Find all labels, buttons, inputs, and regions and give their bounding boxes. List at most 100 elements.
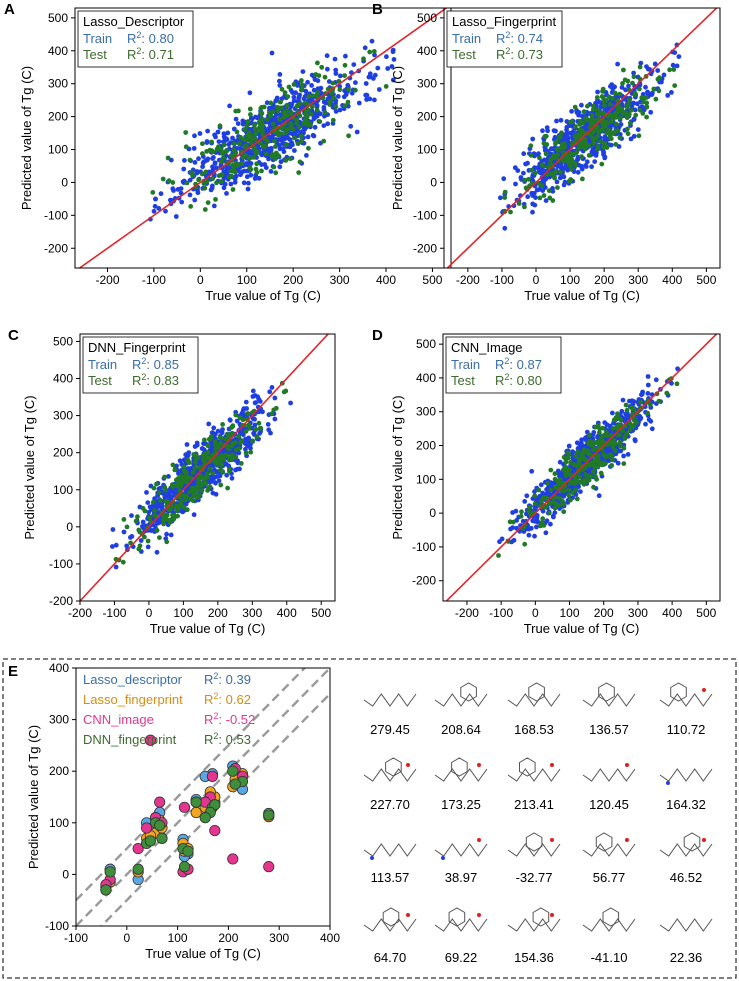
- point-test: [136, 546, 142, 552]
- tg-value-label: 22.36: [670, 950, 703, 965]
- point-train: [268, 148, 274, 154]
- point-test: [346, 87, 351, 92]
- point-test: [228, 168, 234, 174]
- point-lasso_fingerprint: [190, 806, 202, 819]
- point-train: [529, 468, 535, 474]
- plot-frame: [75, 667, 331, 927]
- point-train: [210, 164, 215, 170]
- point-test: [218, 467, 223, 473]
- point-test: [637, 107, 643, 113]
- y-tick-label: -100: [49, 557, 73, 571]
- point-train: [169, 494, 175, 499]
- model-title: Lasso_Descriptor: [83, 14, 185, 29]
- point-test: [305, 107, 311, 113]
- point-test: [331, 95, 337, 101]
- point-test: [282, 90, 288, 95]
- point-test: [656, 88, 662, 94]
- point-train: [210, 156, 216, 161]
- point-test: [274, 150, 279, 156]
- point-test: [626, 102, 631, 107]
- panel-e-border: [2, 658, 737, 979]
- point-dnn_fingerprint: [263, 809, 275, 821]
- point-test: [243, 450, 249, 456]
- point-test: [555, 152, 560, 158]
- point-test: [233, 440, 238, 445]
- point-test: [133, 518, 139, 524]
- point-test: [604, 144, 610, 150]
- point-test: [566, 178, 572, 184]
- point-train: [220, 427, 225, 432]
- point-test: [288, 123, 294, 129]
- point-train: [153, 196, 158, 202]
- point-train: [110, 544, 115, 549]
- point-test: [560, 158, 566, 163]
- point-test: [621, 461, 627, 466]
- point-test: [287, 156, 293, 162]
- point-train: [305, 134, 311, 140]
- point-train: [278, 159, 284, 165]
- point-train: [372, 52, 377, 58]
- point-train: [265, 422, 271, 427]
- point-train: [523, 161, 528, 167]
- point-train: [619, 85, 625, 90]
- point-train: [124, 543, 130, 549]
- point-test: [236, 108, 241, 114]
- tg-value-label: -32.77: [516, 870, 553, 885]
- point-train: [497, 539, 502, 545]
- identity-line: [445, 334, 718, 601]
- r2-value: R2: 0.53: [204, 731, 251, 747]
- y-axis-label: Predicted value of Tg (C): [390, 395, 405, 539]
- point-test: [201, 452, 206, 458]
- point-cnn_image: [263, 861, 275, 873]
- molecule-structure: [363, 843, 417, 860]
- point-test: [195, 495, 201, 500]
- point-train: [574, 440, 580, 446]
- tg-value-label: 173.25: [441, 797, 481, 812]
- point-test: [163, 487, 168, 493]
- point-test: [227, 468, 232, 474]
- point-train: [575, 169, 581, 175]
- point-train: [578, 489, 583, 494]
- x-tick-label: 500: [696, 273, 716, 287]
- point-test: [315, 60, 320, 66]
- point-test: [627, 120, 633, 126]
- point-cnn_image: [227, 853, 239, 865]
- point-train: [183, 452, 189, 458]
- point-train: [561, 174, 567, 180]
- point-test: [204, 471, 210, 477]
- y-tick-label: 100: [53, 483, 73, 497]
- point-train: [604, 422, 610, 428]
- legend-label-train: Train: [88, 357, 117, 372]
- point-train: [548, 521, 553, 527]
- point-train: [211, 425, 217, 431]
- molecule-structure: [507, 907, 561, 932]
- point-test: [205, 443, 211, 449]
- point-train: [233, 467, 238, 473]
- point-train: [256, 175, 262, 181]
- tg-value-label: 56.77: [593, 870, 626, 885]
- point-train: [303, 88, 309, 94]
- point-train: [249, 116, 255, 122]
- point-train: [246, 180, 251, 186]
- point-test: [273, 405, 279, 411]
- point-train: [242, 441, 248, 446]
- point-train: [206, 421, 212, 427]
- point-train: [158, 485, 163, 491]
- point-test: [120, 559, 126, 565]
- molecule-structure: [363, 907, 417, 932]
- point-train: [639, 392, 644, 398]
- point-test: [252, 126, 258, 132]
- legend-label-train: Train: [452, 31, 481, 46]
- point-train: [540, 178, 546, 184]
- r2-value: R2: 0.87: [495, 356, 542, 372]
- point-test: [284, 102, 290, 108]
- molecule-structure: [582, 682, 636, 707]
- point-train: [595, 89, 600, 95]
- point-train: [349, 90, 355, 96]
- point-dnn_fingerprint: [132, 863, 144, 875]
- point-train: [337, 73, 343, 79]
- point-train: [146, 509, 152, 515]
- plot-frame: [443, 7, 721, 269]
- point-test: [163, 499, 169, 504]
- point-test: [639, 95, 645, 101]
